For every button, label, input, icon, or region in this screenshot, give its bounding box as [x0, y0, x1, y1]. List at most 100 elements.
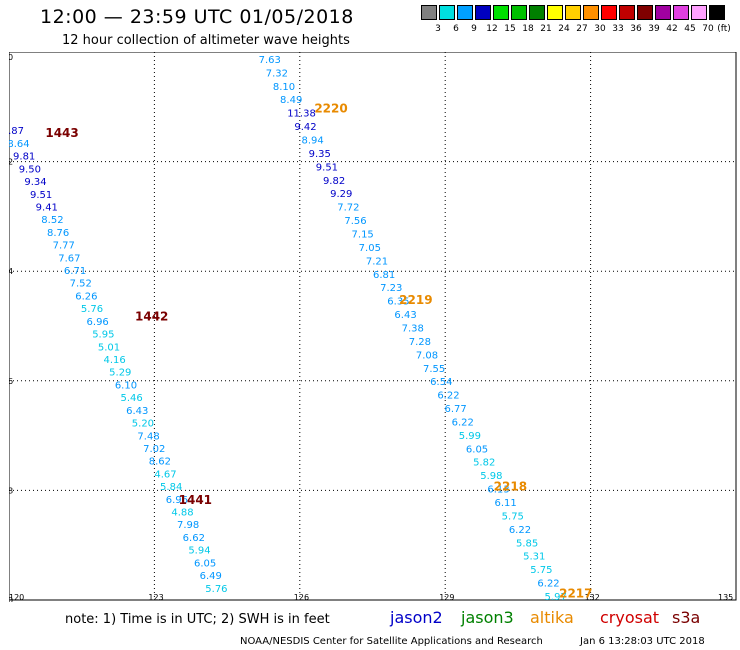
scale-swatch: [637, 5, 653, 20]
wave-height-value: 7.08: [416, 350, 438, 361]
wave-height-value: 4.88: [171, 508, 193, 519]
wave-height-value: 6.43: [394, 310, 416, 321]
wave-height-value: 8.49: [280, 95, 302, 106]
satellite-s3a: s3a: [672, 608, 701, 627]
wave-height-value: 7.21: [366, 256, 388, 267]
wave-height-value: 7.28: [409, 337, 431, 348]
wave-height-value: 9.51: [30, 190, 52, 201]
wave-height-value: 5.95: [92, 330, 114, 341]
wave-height-value: 8.10: [273, 82, 295, 93]
scale-label: 12: [486, 24, 498, 34]
wave-height-value: 7.05: [359, 243, 381, 254]
credit-text: NOAA/NESDIS Center for Satellite Applica…: [240, 636, 543, 647]
wave-height-value: 5.94: [188, 546, 210, 557]
lon-tick-label: 135: [718, 593, 733, 602]
wave-height-value: 5.76: [81, 304, 103, 315]
track-label: 1443: [45, 126, 78, 140]
wave-height-value: 7.56: [344, 216, 366, 227]
wave-height-value: 6.43: [126, 406, 148, 417]
wave-height-value: 9.87: [9, 126, 24, 137]
scale-swatch: [493, 5, 509, 20]
scale-unit: (ft): [717, 24, 731, 34]
wave-height-value: 5.75: [502, 511, 524, 522]
wave-height-value: 6.49: [200, 571, 222, 582]
scale-swatch: [511, 5, 527, 20]
wave-height-value: 5.76: [205, 584, 227, 595]
wave-height-value: 7.98: [177, 520, 199, 531]
wave-height-value: 6.81: [373, 270, 395, 281]
wave-height-points: 7.63 7.32 8.10 8.49 11.38 9.42 8.94 9.35 9.51 9.8…: [9, 55, 567, 602]
track-label: 2219: [399, 293, 432, 307]
wave-height-value: 6.22: [437, 391, 459, 402]
scale-label: 27: [576, 24, 588, 34]
wave-height-value: 7.52: [70, 279, 92, 290]
wave-height-value: 9.34: [24, 177, 46, 188]
scale-swatch: [673, 5, 689, 20]
scale-swatch: [547, 5, 563, 20]
graticule: [9, 52, 736, 600]
wave-height-value: 7.77: [53, 241, 75, 252]
scale-label: 30: [594, 24, 606, 34]
wave-height-value: 5.97: [545, 592, 567, 602]
map-frame: [9, 52, 737, 601]
wave-height-value: 6.22: [509, 525, 531, 536]
satellite-cryosat: cryosat: [600, 608, 660, 627]
wave-height-value: 7.72: [337, 203, 359, 214]
satellite-jason3: jason3: [461, 608, 514, 627]
scale-swatch: [439, 5, 455, 20]
scale-label: 21: [540, 24, 552, 34]
wave-height-value: 5.20: [132, 419, 154, 430]
wave-height-value: 9.81: [13, 152, 35, 163]
scale-swatch: [475, 5, 491, 20]
scale-label: 36: [630, 24, 642, 34]
wave-height-value: 6.11: [495, 498, 517, 509]
wave-height-value: 9.50: [19, 164, 41, 175]
wave-height-value: 5.75: [530, 565, 552, 576]
lon-tick-label: 126: [294, 593, 309, 602]
scale-swatch: [565, 5, 581, 20]
wave-height-value: 6.77: [444, 404, 466, 415]
wave-height-value: 7.02: [143, 444, 165, 455]
wave-height-value: 6.22: [537, 579, 559, 590]
wave-height-value: 9.42: [294, 122, 316, 133]
wave-height-value: 6.26: [75, 291, 97, 302]
lon-tick-label: 129: [439, 593, 454, 602]
map-title: 12:00 — 23:59 UTC 01/05/2018: [40, 6, 354, 28]
wave-height-value: 5.31: [523, 552, 545, 563]
track-labels: 2220 2219 2218 2217 1443 1442 1441: [45, 101, 592, 600]
wave-height-value: 7.38: [402, 323, 424, 334]
wave-height-value: 7.63: [259, 55, 281, 66]
wave-height-value: 5.99: [459, 431, 481, 442]
wave-height-value: 5.29: [109, 368, 131, 379]
wave-height-map: 120 123 126 129 132 135 -50 -52 -54 -56 -58 -60 7.6…: [9, 52, 737, 602]
scale-swatch: [691, 5, 707, 20]
track-label: 2218: [494, 479, 527, 493]
wave-height-value: 6.62: [183, 533, 205, 544]
wave-height-value: 6.10: [115, 380, 137, 391]
scale-swatch: [457, 5, 473, 20]
lon-tick-label: 123: [148, 593, 163, 602]
scale-label: 9: [471, 24, 477, 34]
wave-height-value: 8.62: [149, 457, 171, 468]
scale-swatch: [655, 5, 671, 20]
scale-label: 3: [435, 24, 441, 34]
wave-height-value: 7.15: [352, 229, 374, 240]
lon-tick-label: 132: [585, 593, 600, 602]
track-label: 2220: [314, 101, 347, 115]
wave-height-value: 9.35: [309, 149, 331, 160]
scale-swatch: [421, 5, 437, 20]
wave-height-value: 6.35: [387, 297, 409, 308]
wave-height-value: 7.48: [137, 431, 159, 442]
track-label: 1441: [179, 493, 212, 507]
scale-label: 39: [648, 24, 660, 34]
wave-height-value: 6.96: [87, 317, 109, 328]
scale-label: 18: [522, 24, 534, 34]
wave-height-value: 4.16: [104, 355, 126, 366]
lat-tick-label: -60: [9, 596, 13, 602]
wave-height-value: 9.51: [316, 162, 338, 173]
wave-height-value: 6.96: [166, 495, 188, 506]
footer-note: note: 1) Time is in UTC; 2) SWH is in fe…: [65, 612, 330, 627]
lon-tick-label: 120: [9, 593, 24, 602]
wave-height-value: 9.29: [330, 189, 352, 200]
wave-height-value: 7.23: [380, 283, 402, 294]
